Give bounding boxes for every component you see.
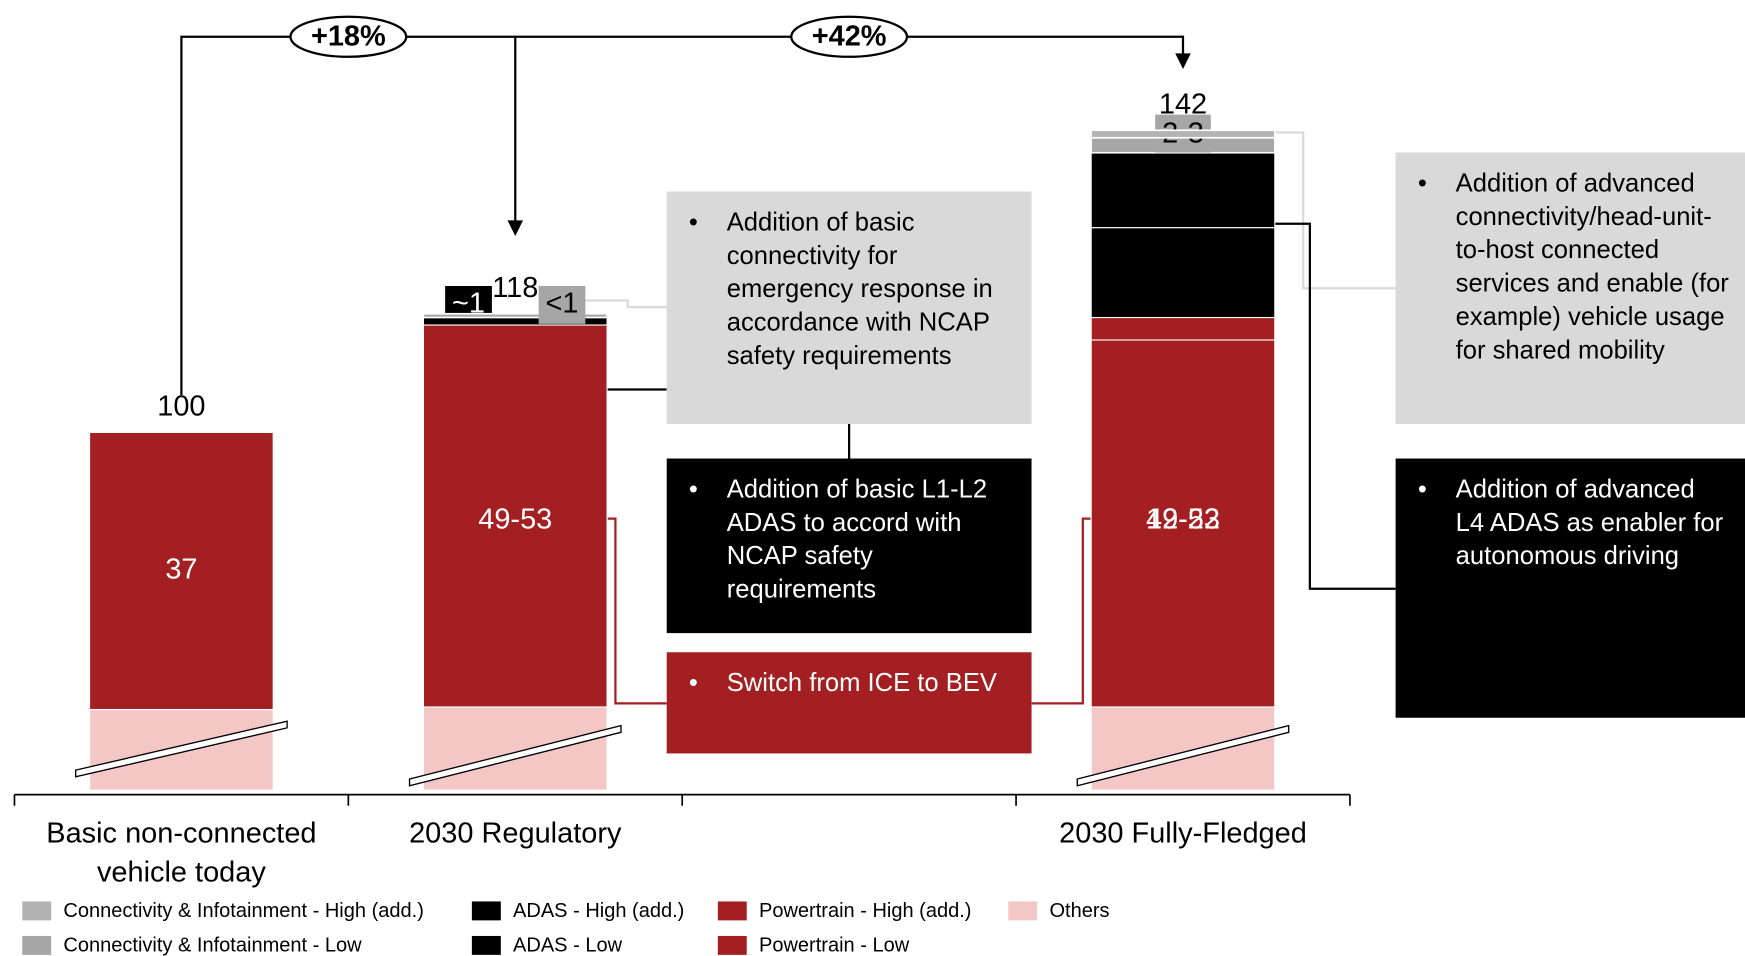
segment-label: 37 <box>165 554 197 586</box>
segment-label: <1 <box>546 288 579 320</box>
legend-swatch <box>717 901 747 921</box>
bar-segment <box>89 431 274 711</box>
bar-segment <box>422 312 608 319</box>
callout: Addition of advanced L4 ADAS as enabler … <box>1395 458 1745 718</box>
legend-swatch <box>22 901 52 921</box>
legend-label: Others <box>1049 900 1109 922</box>
segment-label: 49-53 <box>1146 503 1220 535</box>
segment-label: 49-53 <box>478 503 552 535</box>
bar-segment <box>1090 316 1276 341</box>
legend-swatch <box>22 935 52 955</box>
legend-label: Powertrain - High (add.) <box>759 900 971 922</box>
bar-segment <box>1090 129 1276 139</box>
bar-segment <box>1090 339 1276 708</box>
legend-label: Connectivity & Infotainment - Low <box>63 934 362 956</box>
x-tick-label-box: 2030 Fully-Fledged <box>1059 815 1307 850</box>
label-box <box>538 286 586 324</box>
callout: Switch from ICE to BEV <box>666 652 1032 754</box>
axis-break <box>75 720 288 778</box>
x-tick-label: 2030 Fully-Fledged <box>1059 815 1307 850</box>
growth-label: +42% <box>812 20 887 52</box>
x-tick-label: Basic non-connected vehicle today <box>46 815 317 889</box>
bar-segment <box>1090 152 1276 229</box>
legend-label: ADAS - High (add.) <box>513 900 684 922</box>
bar-segment <box>1090 706 1276 791</box>
callout-box: Addition of advanced connectivity/head-u… <box>1396 152 1745 424</box>
axis-break <box>1076 724 1290 787</box>
callout: Addition of advanced connectivity/head-u… <box>1395 152 1745 425</box>
x-tick-label-box: 2030 Regulatory <box>409 815 622 850</box>
bar-segment <box>422 324 608 708</box>
callout: Addition of basic connectivity for emerg… <box>666 191 1032 425</box>
total-label: 142 <box>1159 88 1207 120</box>
callout-box: Addition of basic connectivity for emerg… <box>667 191 1032 424</box>
legend-label: ADAS - Low <box>513 934 623 956</box>
x-tick-label-box: Basic non-connected vehicle today <box>46 815 317 889</box>
legend-swatch <box>1008 901 1038 921</box>
segment-label: 12-22 <box>1146 503 1220 535</box>
callout-box: Addition of basic L1-L2 ADAS to accord w… <box>667 459 1032 634</box>
callout-box: Switch from ICE to BEV <box>667 652 1032 753</box>
axis-break <box>408 724 622 787</box>
bar-segment <box>422 706 608 791</box>
total-label: 118 <box>492 272 538 304</box>
callout-box: Addition of advanced L4 ADAS as enabler … <box>1396 459 1745 718</box>
legend-swatch <box>471 901 501 921</box>
legend-swatch <box>717 935 747 955</box>
legend-swatch <box>471 935 501 955</box>
growth-oval <box>790 15 909 58</box>
growth-label: +18% <box>311 20 386 52</box>
legend-label: Powertrain - Low <box>759 934 910 956</box>
bar-segment <box>1090 227 1276 319</box>
total-label: 100 <box>157 391 205 423</box>
growth-oval <box>289 15 408 58</box>
x-tick-label: 2030 Regulatory <box>409 815 622 850</box>
callout: Addition of basic L1-L2 ADAS to accord w… <box>666 458 1032 634</box>
x-axis-ticks <box>13 794 1351 806</box>
legend-label: Connectivity & Infotainment - High (add.… <box>63 900 423 922</box>
